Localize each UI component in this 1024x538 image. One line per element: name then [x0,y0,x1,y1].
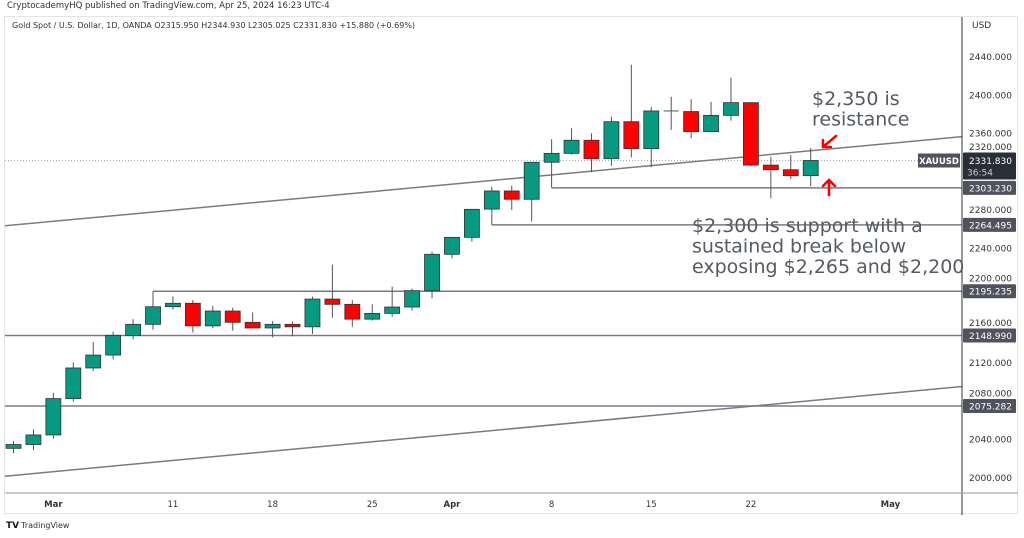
symbol-legend: Gold Spot / U.S. Dollar, 1D, OANDA O2315… [12,21,416,30]
candle-body[interactable] [404,290,421,308]
y-tick-label: 2040.000 [969,436,1012,446]
x-tick-label: Apr [444,500,462,510]
candle-body[interactable] [683,111,700,133]
candle-body[interactable] [802,160,819,177]
candle-body[interactable] [384,306,401,314]
x-tick-label: Mar [44,500,63,510]
level-price-label: 2148.990 [969,332,1012,342]
y-tick-label: 2240.000 [969,244,1012,254]
candle-body[interactable] [424,253,440,292]
annotation-text[interactable]: exposing $2,265 and $2,200 [692,256,964,278]
candle-body[interactable] [762,164,779,171]
candle-body[interactable] [643,110,660,150]
candle-body[interactable] [782,169,799,177]
chart-frame [4,16,1018,514]
x-tick-label: 15 [646,500,657,510]
candle-body[interactable] [85,354,102,369]
tradingview-logo-icon: TV [6,521,20,531]
x-tick-label: 22 [745,500,756,510]
candle-body[interactable] [45,398,62,436]
candle-body[interactable] [264,323,281,329]
trendline-2[interactable] [5,385,962,477]
candle-body[interactable] [703,114,719,133]
candle-body[interactable] [583,139,600,160]
candle-body[interactable] [184,302,201,327]
annotation-text[interactable]: sustained break below [692,236,906,258]
candle-body[interactable] [503,190,520,200]
x-tick-label: 8 [549,500,554,510]
y-tick-label: 2160.000 [969,319,1012,329]
candle-body[interactable] [224,310,241,323]
y-tick-label: 2000.000 [969,474,1012,484]
candle-body[interactable] [165,302,181,308]
candle-body[interactable] [543,152,560,163]
annotation-text[interactable]: $2,300 is support with a [692,215,923,237]
tradingview-logo-text: TradingView [21,521,70,530]
candle-body[interactable] [204,310,221,327]
y-tick-label: 2360.000 [969,130,1012,140]
y-tick-label: 2320.000 [969,143,1012,153]
candle-body[interactable] [105,335,122,356]
currency-label[interactable]: USD [972,21,992,31]
candle-body[interactable] [623,121,640,150]
candle-body[interactable] [324,298,341,305]
symbol-tag-label: XAUUSD [919,157,959,167]
tradingview-logo[interactable]: TV TradingView [6,521,69,531]
candle-body[interactable] [284,323,301,328]
y-tick-label: 2440.000 [969,53,1012,63]
candle-body[interactable] [723,102,739,116]
x-tick-label: 18 [267,500,278,510]
annotation-text[interactable]: $2,350 is [812,88,900,110]
y-tick-label: 2080.000 [969,389,1012,399]
countdown-label: 36:54 [967,168,993,178]
x-tick-label: May [881,500,901,510]
arrow-up-icon [821,178,837,197]
level-price-tag [963,284,1016,299]
candle-body[interactable] [25,434,42,445]
x-tick-label: 25 [367,500,378,510]
candle-body[interactable] [5,444,22,449]
candle-body[interactable] [364,313,381,320]
candle-body[interactable] [145,306,161,325]
candle-body[interactable] [603,121,620,160]
y-tick-label: 2400.000 [969,91,1012,101]
candle-body[interactable] [523,161,540,200]
symbol-tag [918,153,960,168]
candle-body[interactable] [483,190,500,210]
publisher-line: CryptocademyHQ published on TradingView.… [7,1,330,11]
plot-area[interactable] [5,64,962,477]
candle-body[interactable] [65,367,82,399]
y-tick-label: 2120.000 [969,359,1012,369]
candle-body[interactable] [463,208,480,238]
y-tick-label: 2280.000 [969,206,1012,216]
candle-body[interactable] [125,323,141,336]
level-price-tag [963,217,1016,232]
candle-body[interactable] [344,303,361,320]
arrow-down-left-icon [821,134,838,149]
y-tick-label: 2200.000 [969,275,1012,285]
candle-body[interactable] [444,236,460,255]
level-price-tag [963,398,1016,413]
level-price-label: 2075.282 [969,402,1012,412]
level-price-label: 2264.495 [969,221,1012,231]
candle-body[interactable] [743,102,759,166]
x-tick-label: 11 [168,500,179,510]
level-price-label: 2195.235 [969,288,1012,298]
level-price-label: 2303.230 [969,184,1012,194]
level-price-tag [963,328,1016,343]
candle-body[interactable] [244,321,261,329]
last-price-label: 2331.830 [969,157,1012,167]
level-price-tag [963,180,1016,195]
candle-body[interactable] [304,298,321,328]
trendline-1[interactable] [5,135,962,227]
last-price-tag [963,152,1016,180]
annotation-text[interactable]: resistance [812,109,909,131]
candle-body[interactable] [563,139,580,154]
